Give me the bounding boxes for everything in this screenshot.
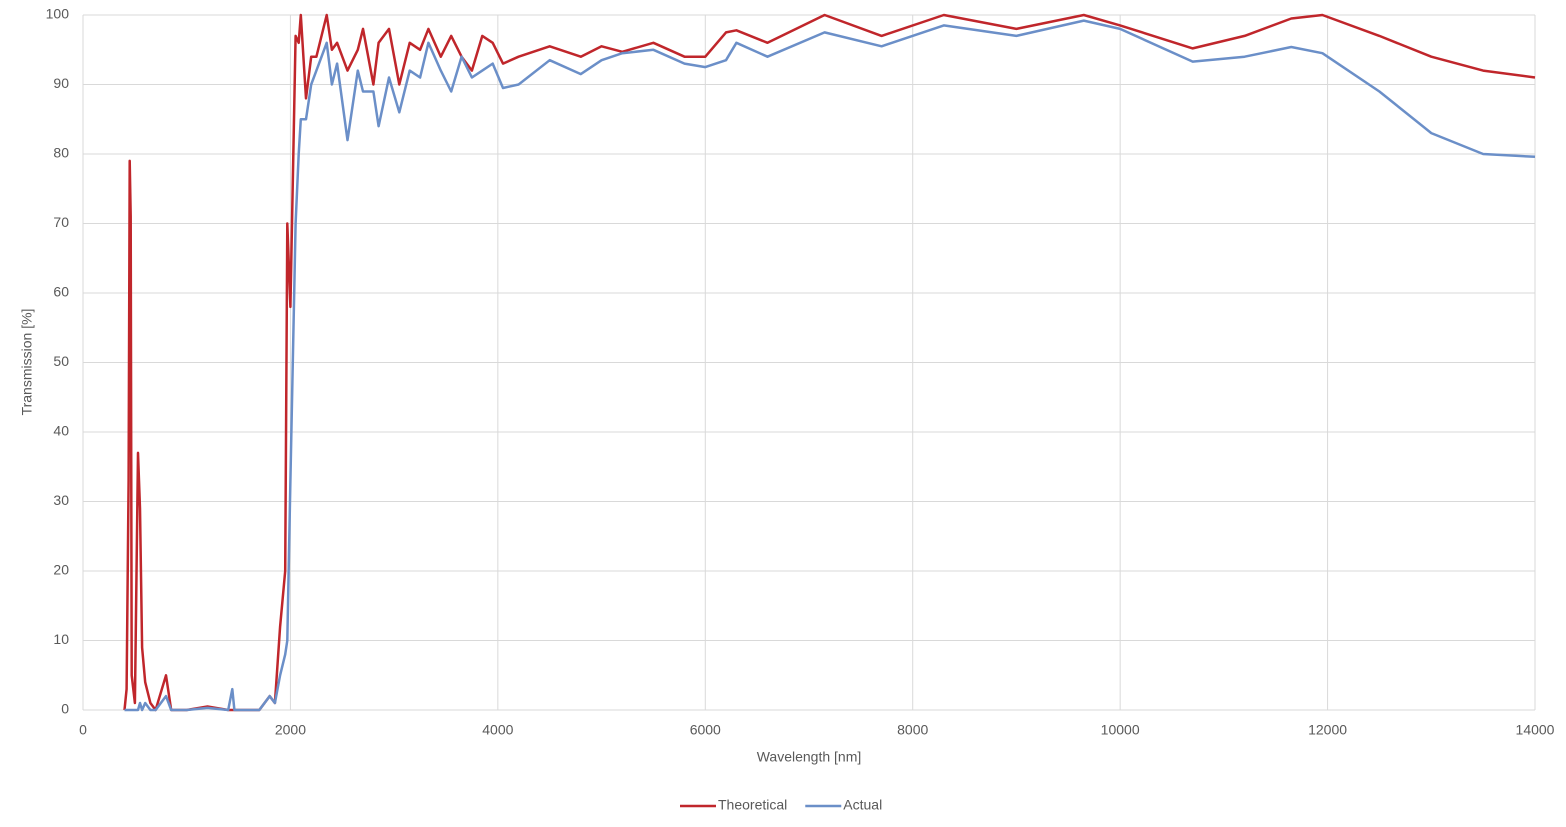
x-tick-label: 8000 xyxy=(897,722,928,738)
x-tick-label: 0 xyxy=(79,722,87,738)
y-tick-label: 20 xyxy=(53,562,69,578)
y-tick-label: 90 xyxy=(53,75,69,91)
x-tick-label: 4000 xyxy=(482,722,513,738)
y-tick-label: 0 xyxy=(61,701,69,717)
legend-label: Actual xyxy=(843,797,882,813)
y-tick-label: 40 xyxy=(53,423,69,439)
x-axis-title: Wavelength [nm] xyxy=(757,749,862,765)
x-tick-label: 14000 xyxy=(1516,722,1555,738)
legend-label: Theoretical xyxy=(718,797,787,813)
y-tick-label: 100 xyxy=(46,6,70,22)
series-line xyxy=(123,13,1536,712)
y-tick-label: 50 xyxy=(53,353,69,369)
x-tick-label: 2000 xyxy=(275,722,306,738)
y-tick-label: 30 xyxy=(53,492,69,508)
x-tick-label: 10000 xyxy=(1101,722,1140,738)
y-axis-title: Transmission [%] xyxy=(19,309,35,416)
series-line xyxy=(124,19,1536,712)
y-tick-label: 70 xyxy=(53,214,69,230)
y-tick-label: 60 xyxy=(53,284,69,300)
y-tick-label: 10 xyxy=(53,631,69,647)
x-tick-label: 6000 xyxy=(690,722,721,738)
y-tick-label: 80 xyxy=(53,145,69,161)
x-tick-label: 12000 xyxy=(1308,722,1347,738)
